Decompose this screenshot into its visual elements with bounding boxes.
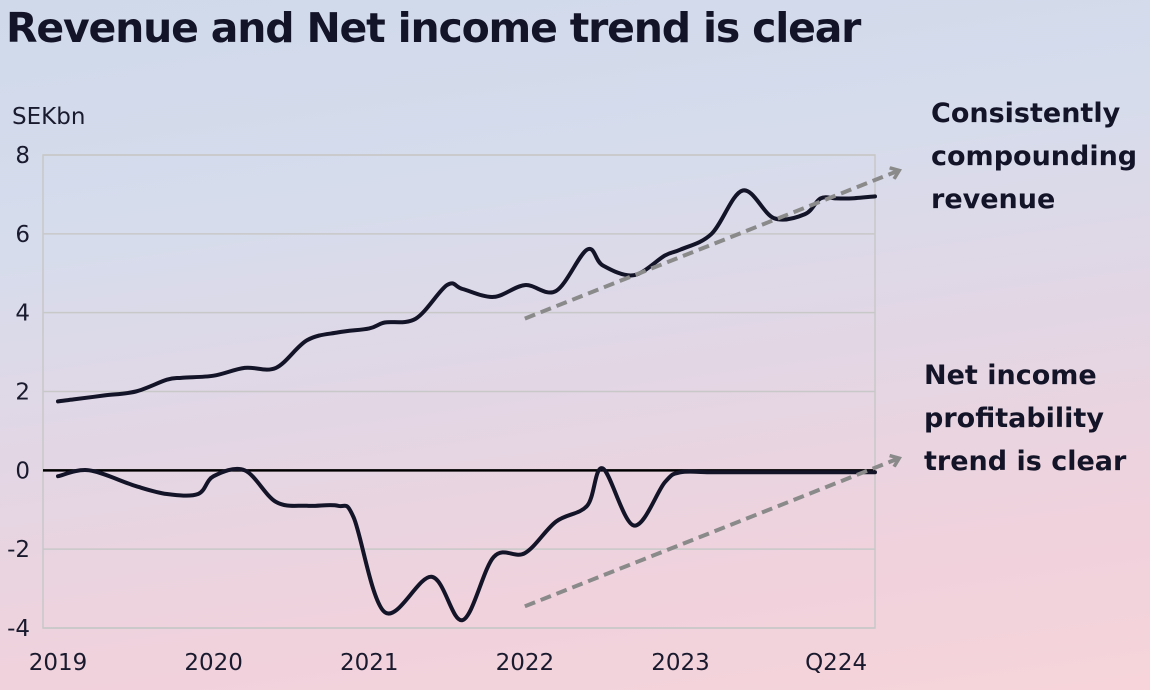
net-income-callout: Net income profitability trend is clear: [924, 354, 1126, 483]
x-tick-label: 2023: [651, 650, 710, 676]
x-tick-label: 2020: [184, 650, 243, 676]
revenue-line: [56, 188, 877, 404]
net-income-callout-line: trend is clear: [924, 446, 1127, 477]
page-title: Revenue and Net income trend is clear: [6, 4, 861, 52]
revenue-trend-arrow: [524, 171, 898, 321]
net-income-line: [56, 466, 877, 623]
y-tick-label: 2: [15, 380, 30, 406]
y-tick-label: 4: [15, 301, 30, 327]
y-axis-unit-label: SEKbn: [12, 104, 86, 130]
x-tick-label: 2021: [340, 650, 399, 676]
revenue-callout-line: revenue: [931, 184, 1056, 215]
net-income-callout-line: profitability: [924, 403, 1104, 434]
x-tick-label: 2022: [496, 650, 555, 676]
revenue-callout-line: Consistently: [931, 98, 1121, 129]
y-tick-label: -4: [7, 616, 30, 642]
x-tick-label: Q224: [805, 650, 867, 676]
x-tick-label: 2019: [29, 650, 88, 676]
y-tick-label: 6: [15, 222, 30, 248]
y-tick-label: 0: [15, 458, 30, 484]
net-income-trend-arrow: [524, 459, 898, 609]
net-income-callout-line: Net income: [924, 360, 1097, 391]
y-tick-label: -2: [7, 537, 30, 563]
revenue-callout-line: compounding: [931, 141, 1138, 172]
revenue-callout: Consistently compounding revenue: [931, 92, 1137, 221]
y-tick-label: 8: [15, 143, 30, 169]
